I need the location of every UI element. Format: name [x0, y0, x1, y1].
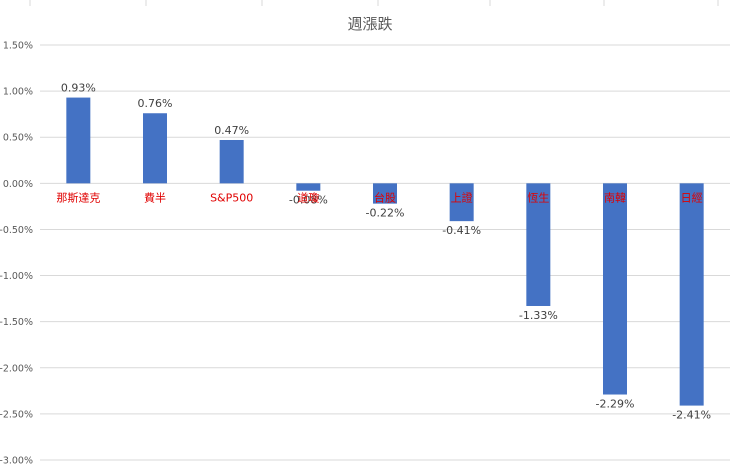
y-tick-label: 1.00% [3, 87, 33, 98]
data-label: 0.93% [61, 82, 96, 95]
bar [679, 183, 704, 406]
y-tick-label: 1.50% [3, 41, 33, 52]
data-label: -0.41% [442, 224, 481, 237]
data-label: -1.33% [519, 309, 558, 322]
bar [143, 113, 167, 184]
y-tick-label: -3.00% [0, 456, 33, 465]
bar [66, 97, 91, 184]
y-tick-label: -1.50% [0, 317, 33, 328]
data-label: -2.29% [596, 398, 635, 411]
chart-title: 週漲跌 [347, 15, 393, 33]
category-label: 台股 [374, 190, 396, 204]
data-label: 0.47% [214, 124, 249, 137]
data-label: -0.22% [366, 207, 405, 220]
category-label: S&P500 [210, 191, 253, 204]
bar [449, 183, 474, 222]
y-tick-label: -1.00% [0, 271, 33, 282]
data-label: -2.41% [672, 409, 711, 422]
bar [603, 183, 627, 395]
category-label: 費半 [144, 190, 166, 204]
category-label: 日經 [681, 190, 703, 204]
data-label: -0.08% [289, 194, 328, 207]
category-label: 那斯達克 [56, 191, 100, 204]
bar [296, 183, 321, 191]
y-tick-label: -2.50% [0, 409, 33, 420]
bar [526, 183, 551, 306]
bar [373, 183, 397, 204]
y-tick-label: 0.00% [3, 179, 33, 190]
category-label: 南韓 [604, 191, 626, 204]
category-label: 上證 [451, 190, 473, 204]
y-tick-label: -2.00% [0, 363, 33, 374]
category-label: 道瓊 [297, 190, 319, 204]
bar [219, 139, 244, 184]
data-label: 0.76% [138, 97, 173, 110]
y-tick-label: -0.50% [0, 225, 33, 236]
y-tick-label: 0.50% [3, 133, 33, 144]
category-label: 恆生 [527, 190, 549, 204]
